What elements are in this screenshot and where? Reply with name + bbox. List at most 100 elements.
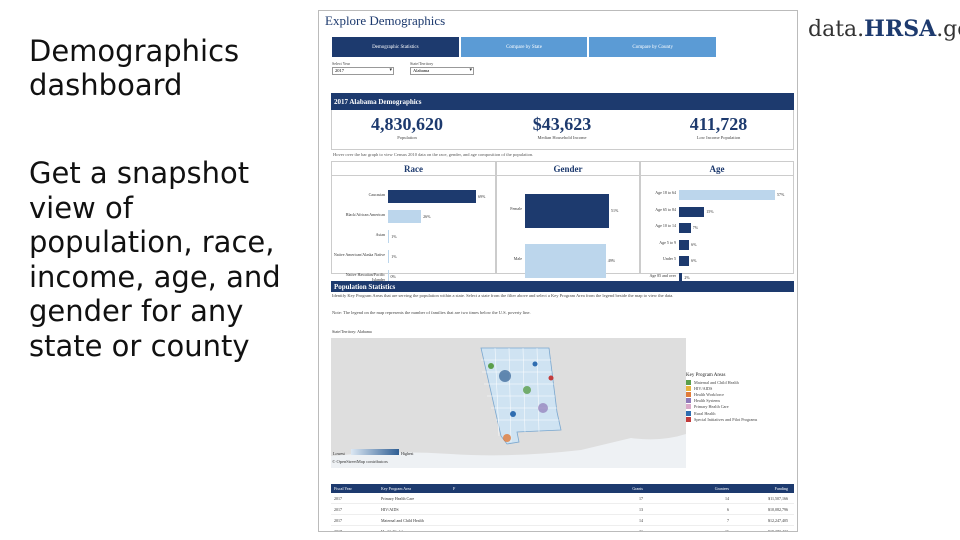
county-grid [481, 347, 559, 443]
header-fiscal-year[interactable]: Fiscal Year [334, 486, 352, 491]
chart-bar[interactable] [679, 190, 775, 200]
header-filter[interactable]: F [453, 486, 456, 491]
bar-value-label: 7% [692, 225, 699, 230]
chart-bar[interactable] [388, 210, 422, 223]
tab-compare-by-county[interactable]: Compare by County [589, 37, 717, 57]
bar-label: Under 5 [663, 256, 676, 261]
hover-note: Hover over the bar graph to view Census … [333, 152, 534, 157]
tab-compare-by-state[interactable]: Compare by State [460, 37, 588, 57]
map-attribution: © OpenStreetMap contributors [332, 459, 388, 464]
brand-suffix: .gov [936, 17, 960, 42]
map-marker[interactable] [523, 386, 531, 394]
chart-bar[interactable] [388, 270, 389, 283]
legend-item[interactable]: Maternal and Child Health [686, 379, 797, 385]
funding-table: Fiscal Year Key Program Area F Grants Gr… [331, 484, 794, 532]
hrsa-logo[interactable]: data.HRSA.gov [808, 16, 960, 42]
table-cell: $19,273,422 [768, 528, 788, 532]
tab-demographic-statistics[interactable]: Demographic Statistics [332, 37, 459, 57]
legend-item[interactable]: Primary Health Care [686, 404, 797, 410]
table-cell: HIV/AIDS [381, 506, 399, 512]
table-row[interactable]: 2017 Maternal and Child Health 14 7 $12,247,… [331, 515, 794, 526]
chart-bar[interactable] [679, 223, 691, 233]
legend-item[interactable]: Health Systems [686, 398, 797, 404]
map-marker[interactable] [488, 363, 494, 369]
bar-value-label: 1% [391, 253, 397, 259]
map-scale-high: Highest [401, 451, 414, 456]
table-row[interactable]: 2017 HIV/AIDS 13 6 $10,082,796 [331, 504, 794, 515]
year-filter-label: Select Year [332, 61, 350, 66]
table-body: 2017 Primary Health Care 17 14 $11,507,166 20… [331, 493, 794, 532]
bar-label: Black/African American [345, 211, 385, 217]
map-marker[interactable] [510, 411, 516, 417]
dashboard-screenshot: Explore Demographics Demographic Statist… [318, 10, 798, 532]
alabama-map[interactable] [331, 338, 686, 468]
bar-value-label: 69% [478, 193, 486, 199]
bar-value-label: 26% [423, 213, 431, 219]
year-select[interactable]: 2017 [332, 67, 394, 75]
table-cell: $12,247,405 [768, 517, 788, 523]
chart-bar[interactable] [388, 250, 390, 263]
gender-title: Gender [497, 162, 639, 176]
legend-item[interactable]: Health Workforce [686, 391, 797, 397]
chart-bar[interactable] [525, 244, 606, 278]
bar-value-label: 6% [691, 258, 697, 263]
chart-bar[interactable] [679, 206, 705, 217]
map-marker[interactable] [538, 403, 548, 413]
legend-item-label: Maternal and Child Health [694, 379, 739, 385]
chart-bar[interactable] [679, 239, 690, 250]
population-band: Population Statistics [331, 281, 794, 292]
filters: Select Year 2017 State/Territory Alabama [332, 61, 474, 75]
bar-label: Native American/Alaska Native [333, 251, 385, 257]
header-grants[interactable]: Grants [632, 486, 643, 491]
age-title: Age [641, 162, 793, 176]
table-row[interactable]: 2017 Health Workforce 21 16 $19,273,422 [331, 526, 794, 532]
legend-item[interactable]: Rural Health [686, 410, 797, 416]
chart-bar[interactable] [388, 230, 390, 243]
map-marker[interactable] [548, 375, 554, 381]
age-panel: Age Age 18 to 64 57% Age 65 to 84 15% Age 10… [640, 161, 794, 283]
state-filter: State/Territory Alabama [410, 61, 474, 75]
bar-label: Female [510, 206, 522, 211]
chart-bar[interactable] [525, 194, 609, 228]
gender-panel: Gender Female 51% Male 49% [496, 161, 640, 278]
bar-value-label: 2% [684, 274, 690, 280]
bar-label: Native Hawaiian/Pacific Islander [345, 271, 385, 282]
table-cell: Primary Health Care [381, 495, 415, 501]
table-row[interactable]: 2017 Primary Health Care 17 14 $11,507,166 [331, 493, 794, 504]
table-cell: $10,082,796 [768, 506, 788, 512]
table-header: Fiscal Year Key Program Area F Grants Gr… [331, 484, 794, 493]
legend-swatch [686, 385, 691, 391]
map-scale-low: Lowest [333, 451, 345, 456]
legend-swatch [686, 379, 691, 385]
legend-swatch [686, 391, 691, 397]
map-graphic [331, 338, 686, 468]
map-marker[interactable] [503, 434, 511, 442]
legend-swatch [686, 416, 691, 422]
map-marker[interactable] [532, 361, 538, 367]
bar-label: Age 85 and over [649, 272, 676, 278]
header-funding[interactable]: Funding [774, 486, 788, 491]
map-marker[interactable] [499, 370, 511, 382]
legend-item-label: Health Systems [694, 398, 721, 404]
race-title: Race [332, 162, 495, 176]
chart-bar[interactable] [388, 190, 476, 203]
dashboard-tabs: Demographic Statistics Compare by State … [332, 37, 718, 57]
header-program-area[interactable]: Key Program Area [381, 486, 411, 491]
chart-bar[interactable] [679, 256, 690, 266]
chart-bar[interactable] [679, 272, 683, 283]
table-cell: 6 [727, 506, 729, 512]
population-note: Note: The legend on the map represents t… [332, 310, 531, 315]
state-select[interactable]: Alabama [410, 67, 474, 75]
brand-main: HRSA [864, 16, 937, 42]
bar-value-label: 0% [390, 273, 396, 279]
legend-item[interactable]: HIV/AIDS [686, 385, 797, 391]
population-intro: Identify Key Program Areas that are serv… [332, 293, 674, 298]
slide-description: Get a snapshot view of population, race,… [29, 156, 281, 363]
bar-value-label: 1% [391, 233, 397, 239]
header-grantees[interactable]: Grantees [714, 486, 729, 491]
map-state-label: State/Territory: Alabama [332, 329, 372, 334]
table-cell: 14 [725, 495, 729, 501]
stat-income-label: Median Household Income [537, 135, 587, 140]
legend-item[interactable]: Special Initiatives and Pilot Programs [686, 416, 797, 422]
